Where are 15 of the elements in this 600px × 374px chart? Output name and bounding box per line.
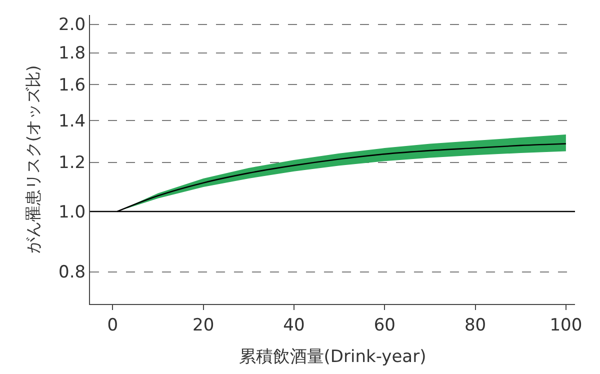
y-tick-label: 2.0 — [58, 15, 86, 36]
y-tick-label: 1.0 — [58, 202, 86, 222]
y-tick-label: 0.8 — [58, 262, 86, 283]
x-tick-label: 60 — [374, 315, 396, 336]
x-axis-title: 累積飲酒量(Drink-year) — [238, 346, 426, 367]
y-tick-label: 1.8 — [58, 44, 86, 64]
y-tick-label: 1.4 — [58, 112, 86, 132]
y-tick-label: 1.2 — [58, 153, 86, 174]
x-tick-label: 80 — [464, 315, 486, 336]
x-tick-label: 100 — [550, 315, 582, 336]
y-axis-title: がん罹患リスク(オッズ比) — [23, 65, 42, 254]
y-tick-label: 1.6 — [58, 76, 86, 96]
x-tick-label: 0 — [107, 315, 118, 336]
x-tick-label: 20 — [192, 315, 214, 336]
x-tick-label: 40 — [283, 315, 305, 336]
